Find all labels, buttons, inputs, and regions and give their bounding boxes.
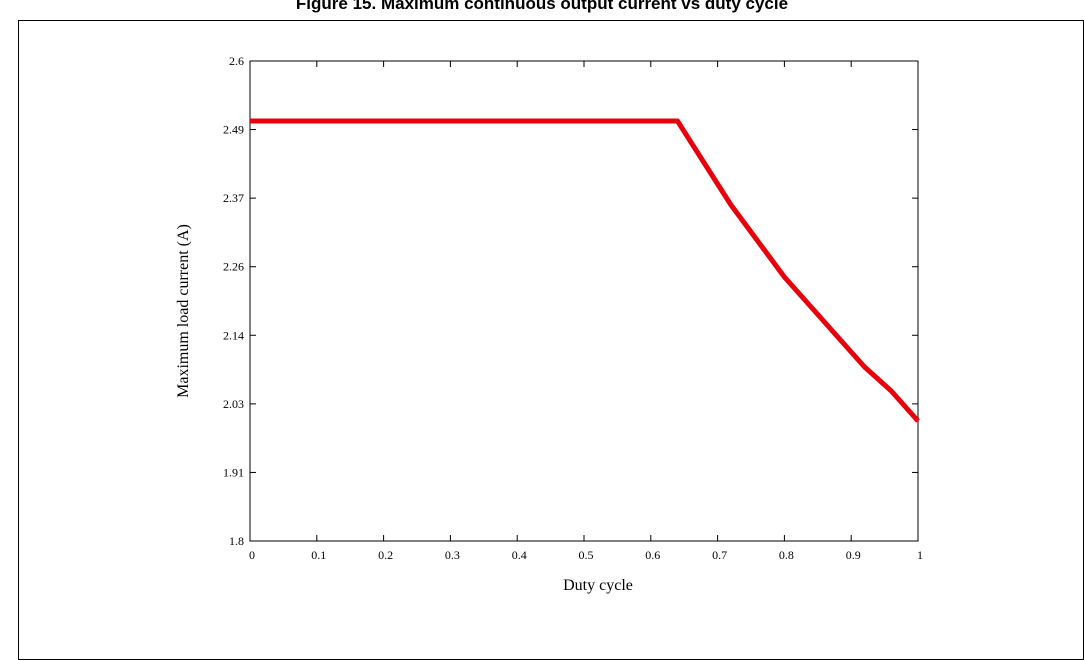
figure-title: Figure 15. Maximum continuous output cur… (295, 0, 789, 13)
x-tick-label: 0.5 (579, 548, 594, 562)
y-axis: 1.8 1.91 2.03 2.14 2.26 2.37 2.49 2.6 (223, 54, 918, 548)
y-axis-label: Maximum load current (A) (175, 224, 192, 398)
x-tick-label: 1 (917, 548, 923, 562)
x-tick-label: 0.7 (712, 548, 727, 562)
y-tick-label: 2.26 (223, 260, 244, 274)
x-tick-label: 0.1 (311, 548, 326, 562)
x-tick-label: 0.2 (378, 548, 393, 562)
x-tick-label: 0 (249, 548, 255, 562)
x-axis-label: Duty cycle (563, 577, 633, 594)
y-tick-label: 2.6 (229, 54, 244, 68)
y-tick-label: 2.37 (223, 191, 244, 205)
series-line (250, 118, 920, 423)
x-tick-label: 0.8 (779, 548, 794, 562)
y-tick-label: 2.03 (223, 397, 244, 411)
y-tick-label: 2.14 (223, 328, 244, 342)
plot-area (249, 60, 919, 542)
x-tick-label: 0.3 (445, 548, 460, 562)
chart: 0 0.1 0.2 0.3 0.4 0.5 0.6 0.7 0.8 0.9 1 1.8 1.91 2.0… (175, 54, 923, 594)
y-tick-label: 2.49 (223, 123, 244, 137)
series-layer (250, 118, 920, 423)
x-tick-label: 0.9 (846, 548, 861, 562)
y-tick-label: 1.91 (223, 465, 244, 479)
x-tick-label: 0.6 (645, 548, 660, 562)
plot-border (249, 60, 919, 542)
x-axis: 0 0.1 0.2 0.3 0.4 0.5 0.6 0.7 0.8 0.9 1 (249, 61, 923, 562)
x-tick-label: 0.4 (512, 548, 527, 562)
y-tick-label: 1.8 (229, 534, 244, 548)
